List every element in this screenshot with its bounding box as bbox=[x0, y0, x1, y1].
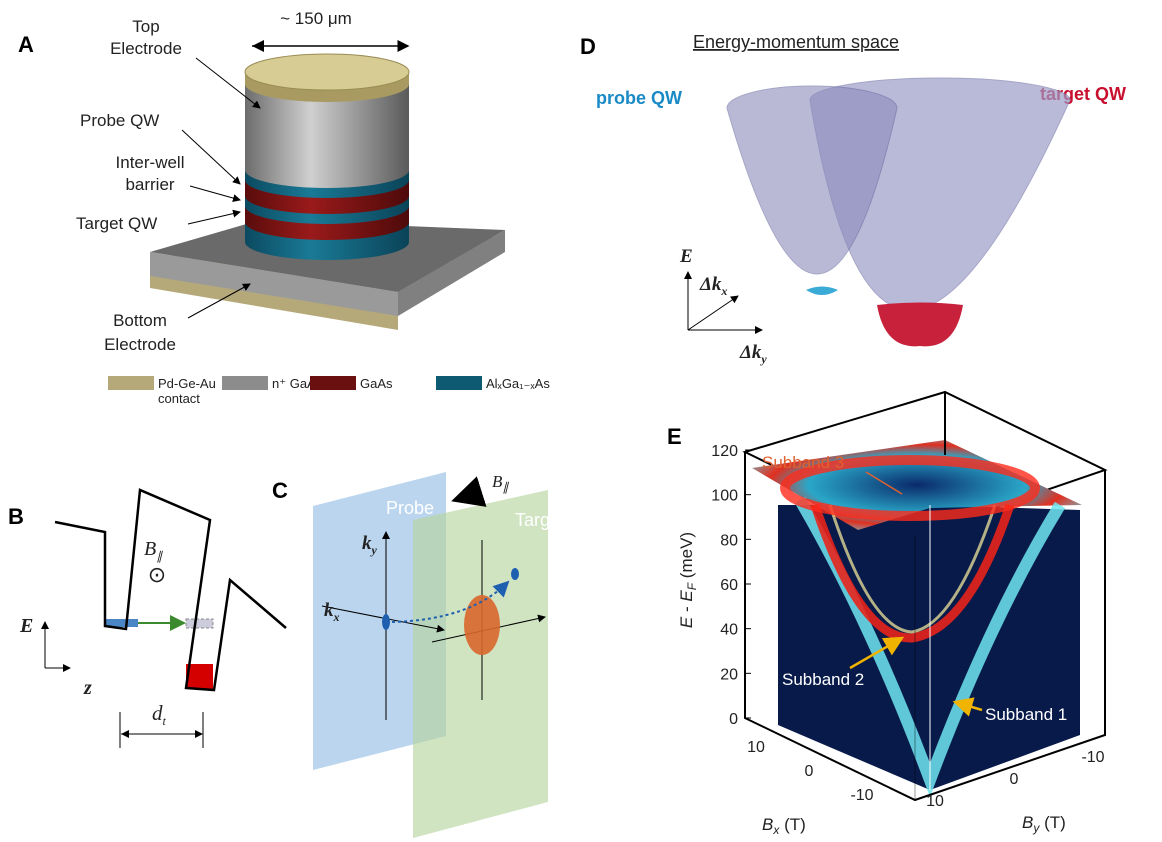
distance-label: dt bbox=[152, 701, 167, 728]
axis-label: kx bbox=[324, 600, 340, 624]
plane-label: Probe bbox=[386, 498, 434, 518]
slab-front bbox=[150, 252, 398, 316]
y-tick-label: 80 bbox=[720, 532, 738, 549]
panel-e: E Subband 3 Subband 2 Subband 1 E - EF (… bbox=[667, 390, 1108, 837]
leader bbox=[849, 636, 905, 670]
slab-side bbox=[398, 230, 505, 316]
probe-plane bbox=[313, 472, 446, 770]
target-state bbox=[464, 595, 500, 655]
probe-fill bbox=[806, 286, 838, 295]
axis-label: E bbox=[679, 246, 693, 267]
legend-text: AlₓGa₁₋ₓAs bbox=[486, 376, 550, 391]
probe-paraboloid bbox=[726, 85, 898, 275]
x-tick-label: 10 bbox=[747, 739, 765, 756]
scale-label: ~ 150 μm bbox=[280, 9, 352, 28]
panel-d: D Energy-momentum space probe QW target … bbox=[580, 32, 1126, 366]
panel-title: Energy-momentum space bbox=[693, 32, 899, 52]
y-axis-label: E - EF (meV) bbox=[677, 532, 699, 628]
legend-swatch bbox=[436, 376, 482, 390]
field-symbol: ⊙ bbox=[148, 562, 166, 587]
legend-line: GaAs bbox=[360, 376, 393, 391]
axis-label: E bbox=[19, 615, 33, 637]
target-qw-layer bbox=[245, 206, 409, 240]
panel-label: C bbox=[272, 478, 288, 503]
x-axis-label: Bx (T) bbox=[762, 815, 806, 837]
callout: Inter-well barrier bbox=[116, 153, 185, 194]
probe-label: probe QW bbox=[596, 88, 682, 108]
right-face bbox=[930, 505, 1080, 790]
leader bbox=[187, 209, 241, 225]
y-tick-label: 120 bbox=[711, 443, 738, 460]
probe-fill bbox=[106, 619, 138, 627]
leader bbox=[181, 129, 241, 185]
axis-label: Δky bbox=[739, 342, 767, 366]
field-label: B∥ bbox=[144, 538, 163, 563]
x-tick-label: -10 bbox=[850, 787, 873, 804]
panel-c: C Probe Target B∥ ky kx bbox=[272, 472, 565, 838]
subband-2 bbox=[810, 503, 1015, 643]
y-tick-label: 40 bbox=[720, 622, 738, 639]
subband-label: Subband 2 bbox=[782, 670, 864, 689]
callout: Bottom Electrode bbox=[104, 311, 176, 354]
x-tick-label: 0 bbox=[1010, 771, 1019, 788]
x-tick-label: 10 bbox=[926, 793, 944, 810]
axis bbox=[687, 295, 739, 331]
x-axis-label: By (T) bbox=[1022, 813, 1066, 835]
leader bbox=[195, 57, 261, 109]
leader bbox=[865, 471, 903, 495]
subband-label: Subband 1 bbox=[985, 705, 1067, 724]
callout: Top Electrode bbox=[110, 17, 182, 58]
field-arrow bbox=[451, 476, 487, 507]
subband-2-core bbox=[828, 504, 997, 634]
panel-a: A ~ 150 μm Top Electrode Probe QW Inter-w… bbox=[18, 9, 550, 406]
legend-swatch bbox=[222, 376, 268, 390]
callout: Target QW bbox=[76, 214, 157, 233]
probe-state bbox=[382, 614, 390, 630]
y-tick-label: 60 bbox=[720, 577, 738, 594]
legend-line: AlₓGa₁₋ₓAs bbox=[486, 376, 550, 391]
plane-label: Target bbox=[515, 510, 565, 530]
panel-label: B bbox=[8, 504, 24, 529]
y-tick-label: 20 bbox=[720, 666, 738, 683]
panel-label: E bbox=[667, 424, 682, 449]
legend-line: contact bbox=[158, 391, 200, 406]
target-plane bbox=[413, 490, 548, 838]
legend-line: Pd-Ge-Au bbox=[158, 376, 216, 391]
subband-3-ring bbox=[780, 455, 1040, 521]
y-tick-label: 100 bbox=[711, 488, 738, 505]
y-tick-label: 0 bbox=[729, 711, 738, 728]
x-tick-label: -10 bbox=[1081, 749, 1104, 766]
x-tick-label: 0 bbox=[805, 763, 814, 780]
panel-label: A bbox=[18, 32, 34, 57]
axis-label: z bbox=[83, 677, 92, 699]
legend-swatch bbox=[108, 376, 154, 390]
box-frame bbox=[744, 452, 1106, 802]
panel-b: B B∥ ⊙ E z dt bbox=[8, 488, 287, 748]
top-contact bbox=[244, 53, 410, 91]
leader bbox=[189, 185, 241, 202]
subband-label: Subband 3 bbox=[762, 453, 844, 472]
leader bbox=[187, 283, 251, 319]
legend-text: GaAs bbox=[360, 376, 393, 391]
field-label: B∥ bbox=[492, 472, 509, 494]
axis-label: ky bbox=[362, 533, 378, 557]
callout: Probe QW bbox=[80, 111, 159, 130]
left-face bbox=[778, 505, 930, 790]
axis-label: Δkx bbox=[699, 274, 727, 298]
shifted-state bbox=[511, 568, 519, 580]
target-fill bbox=[877, 302, 963, 347]
target-level bbox=[185, 618, 214, 629]
band-profile bbox=[54, 488, 287, 692]
legend-swatch bbox=[310, 376, 356, 390]
target-fill bbox=[186, 664, 213, 689]
leader bbox=[952, 697, 983, 717]
cylinder-gaas bbox=[245, 76, 409, 188]
legend-text: Pd-Ge-Au contact bbox=[158, 376, 216, 406]
panel-label: D bbox=[580, 34, 596, 59]
probe-qw-layer bbox=[245, 180, 409, 214]
